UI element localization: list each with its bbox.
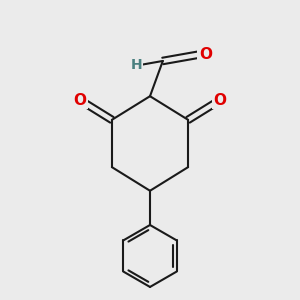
Text: O: O	[214, 93, 226, 108]
Text: H: H	[130, 58, 142, 72]
Text: O: O	[74, 93, 86, 108]
Text: O: O	[199, 47, 212, 62]
